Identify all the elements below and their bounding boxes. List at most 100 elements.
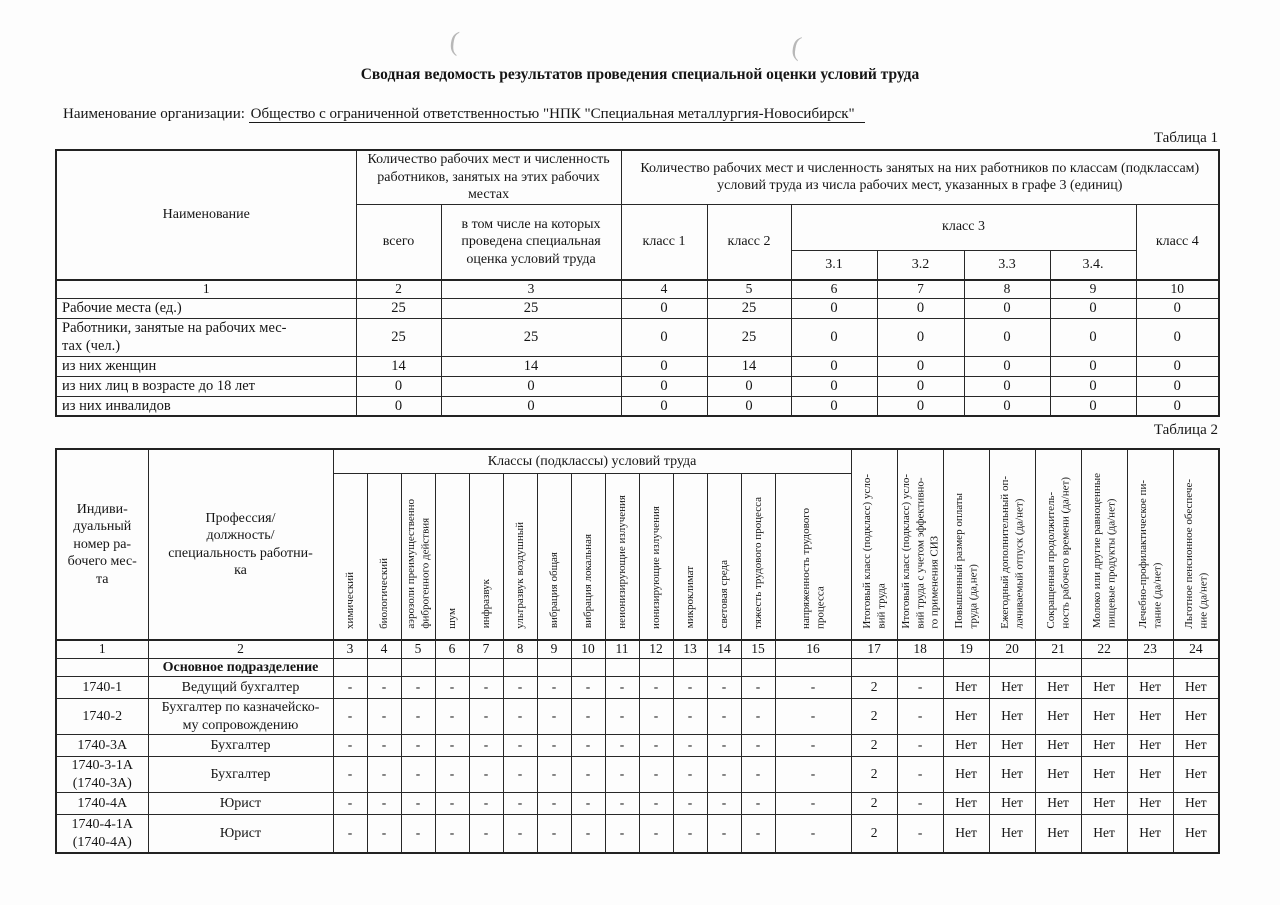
workplace-id: 1740-3А: [55, 734, 149, 758]
cell: -: [400, 698, 436, 736]
t1-row-minors: из них лиц в возрасте до 18 лет 0 0 0 0 …: [55, 375, 1220, 397]
t2-col-number: 15: [740, 638, 776, 659]
cell: 0: [620, 375, 708, 397]
workplace-id: 1740-3-1А (1740-3А): [55, 756, 149, 794]
cell: -: [706, 698, 742, 736]
cell: 0: [1049, 297, 1137, 319]
t2-header-workplace-id: Индиви- дуальный номер ра- бочего мес- т…: [55, 448, 149, 641]
cell: [638, 657, 674, 678]
cell: -: [468, 734, 504, 758]
cell: -: [366, 814, 402, 854]
cell: -: [774, 676, 852, 700]
cell: -: [638, 814, 674, 854]
rotated-label: химический: [343, 571, 356, 629]
cell: 0: [620, 297, 708, 319]
cell: Нет: [942, 814, 990, 854]
cell: Нет: [988, 698, 1036, 736]
cell: -: [672, 698, 708, 736]
cell: 25: [706, 297, 792, 319]
rotated-label: тяжесть трудового процесса: [751, 496, 764, 629]
cell: -: [604, 814, 640, 854]
t1-col-number: 5: [706, 278, 792, 299]
t1-col-number: 1: [55, 278, 357, 299]
cell: 0: [1049, 395, 1137, 417]
t2-col-number: 9: [536, 638, 572, 659]
organization-line: Наименование организации: Общество с огр…: [63, 106, 865, 123]
cell: -: [434, 756, 470, 794]
cell: -: [570, 676, 606, 700]
cell: -: [502, 734, 538, 758]
t2-col-number: 3: [332, 638, 368, 659]
t2-col-number: 6: [434, 638, 470, 659]
t2-header-increased-pay: Повышенный размер оплаты труда (да,нет): [942, 448, 990, 641]
cell: 2: [850, 792, 898, 816]
t1-col-number: 3: [440, 278, 622, 299]
t2-header-reduced-hours: Сокращенная продолжитель- ность рабочего…: [1034, 448, 1082, 641]
t1-row-label: из них инвалидов: [55, 395, 357, 417]
cell: 0: [620, 395, 708, 417]
cell: Нет: [1034, 792, 1082, 816]
t1-header-class4: класс 4: [1135, 203, 1220, 281]
rotated-label: Льготное пенсионное обеспече- ние (да/не…: [1182, 478, 1209, 629]
t2-row-workplace: 1740-2 Бухгалтер по казначейско- му сопр…: [55, 698, 1220, 736]
cell: Нет: [1126, 814, 1174, 854]
cell: -: [740, 814, 776, 854]
cell: Нет: [942, 734, 990, 758]
cell: 14: [706, 355, 792, 377]
cell: -: [604, 698, 640, 736]
document-title: Сводная ведомость результатов проведения…: [360, 66, 920, 83]
workplace-id: 1740-1: [55, 676, 149, 700]
rotated-label: напряженность трудового процесса: [799, 507, 827, 629]
t1-header-group-classes: Количество рабочих мест и численность за…: [620, 149, 1220, 205]
cell: 0: [1135, 375, 1220, 397]
cell: Нет: [1126, 734, 1174, 758]
cell: [1080, 657, 1128, 678]
t1-row-label: из них лиц в возрасте до 18 лет: [55, 375, 357, 397]
cell: 0: [1135, 355, 1220, 377]
cell: -: [638, 676, 674, 700]
cell: 0: [1135, 297, 1220, 319]
cell: [570, 657, 606, 678]
cell: -: [468, 792, 504, 816]
cell: -: [536, 734, 572, 758]
cell: -: [774, 756, 852, 794]
cell: 0: [876, 355, 965, 377]
cell: Нет: [1034, 756, 1082, 794]
t1-header-subclass: 3.4.: [1049, 249, 1137, 281]
organization-label: Наименование организации:: [63, 106, 245, 122]
cell: -: [672, 814, 708, 854]
cell: -: [536, 756, 572, 794]
t1-row-label: Работники, занятые на рабочих мес- тах (…: [55, 317, 357, 357]
cell: 0: [440, 375, 622, 397]
cell: -: [468, 814, 504, 854]
t1-header-class1: класс 1: [620, 203, 708, 281]
cell: -: [740, 756, 776, 794]
t1-col-number: 6: [790, 278, 878, 299]
cell: 0: [355, 395, 442, 417]
cell: -: [366, 756, 402, 794]
cell: [672, 657, 708, 678]
rotated-label: Сокращенная продолжитель- ность рабочего…: [1044, 476, 1072, 629]
cell: 0: [876, 395, 965, 417]
cell: [536, 657, 572, 678]
cell: 0: [963, 395, 1051, 417]
rotated-label: вибрация локальная: [581, 534, 594, 629]
profession: Бухгалтер: [147, 756, 334, 794]
rotated-label: ультразвук воздушный: [513, 521, 526, 629]
cell: 0: [790, 317, 878, 357]
cell: -: [604, 756, 640, 794]
cell: -: [706, 756, 742, 794]
cell: Нет: [942, 698, 990, 736]
t2-header-factor-vibration-general: вибрация общая: [536, 472, 572, 641]
cell: [740, 657, 776, 678]
cell: [468, 657, 504, 678]
rotated-label: Ежегодный дополнительный оп- лачиваемый …: [998, 475, 1026, 629]
cell: Нет: [1080, 676, 1128, 700]
cell: -: [706, 792, 742, 816]
t1-header-subclass: 3.3: [963, 249, 1051, 281]
t2-section-row: Основное подразделение: [55, 657, 1220, 678]
t1-header-total: всего: [355, 203, 442, 281]
cell: Нет: [1034, 698, 1082, 736]
cell: -: [570, 734, 606, 758]
t2-header-therapeutic-food: Лечебно-профилактическое пи- тание (да/н…: [1126, 448, 1174, 641]
